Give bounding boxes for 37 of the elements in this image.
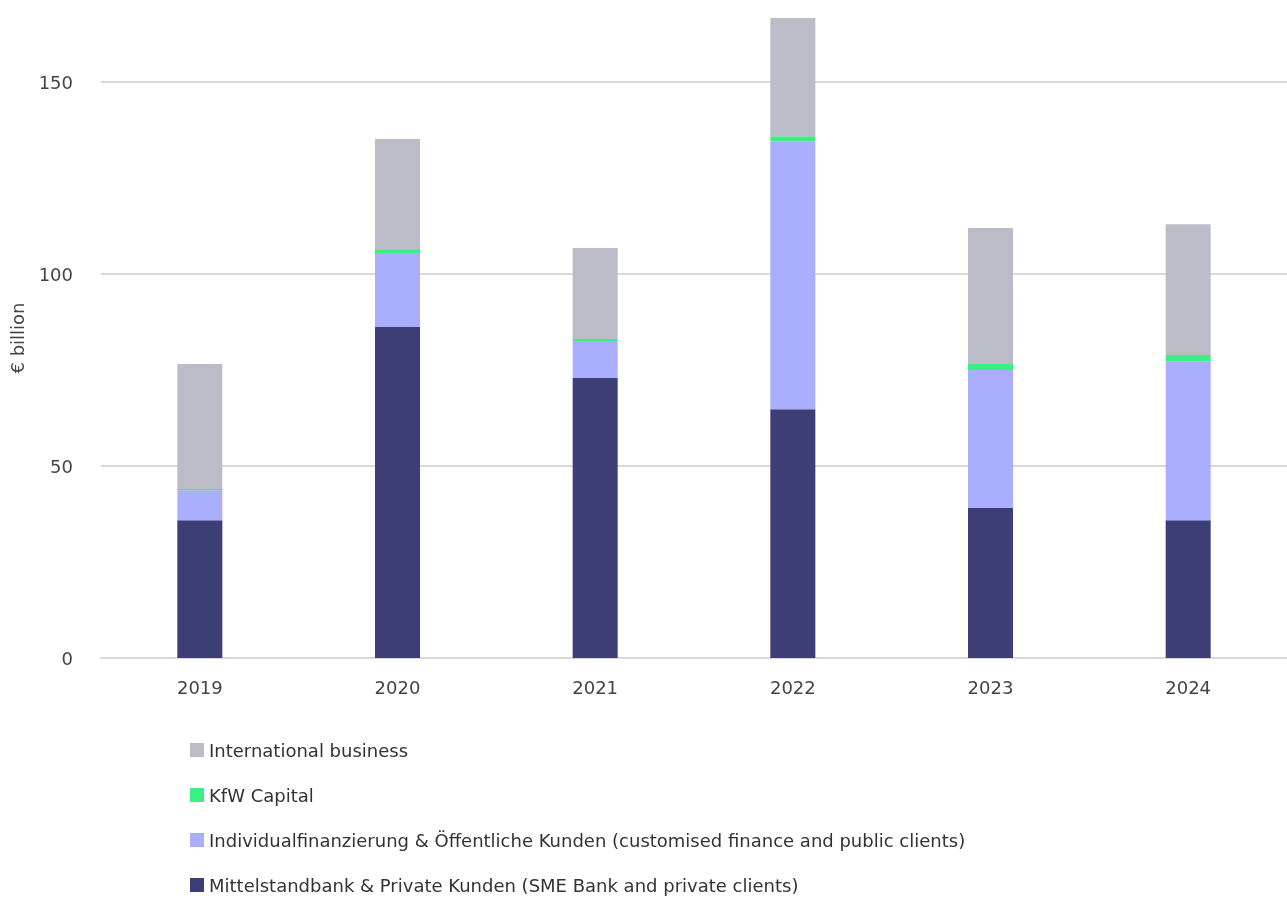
bar [177,520,223,658]
x-tick-label: 2020 [374,676,421,698]
bar [177,363,223,490]
y-tick-label: 100 [38,263,73,285]
bar [1165,361,1211,521]
bar [1165,224,1211,356]
bar [770,136,816,142]
legend-label: Individualfinanzierung & Öffentliche Kunden (customised finance and public clients) [209,829,966,851]
y-tick-label: 150 [38,71,73,93]
x-tick-label: 2023 [967,676,1014,698]
bar [572,378,618,658]
y-axis-title: € billion [6,302,28,374]
y-tick-label: 0 [61,647,73,669]
bar [1165,355,1211,362]
y-tick-label: 50 [50,455,73,477]
x-tick-label: 2021 [572,676,619,698]
x-tick-label: 2019 [176,676,223,698]
bar [375,138,420,250]
bar [770,141,816,410]
bar [177,490,223,521]
legend-label: Mittelstandbank & Private Kunden (SME Bank and private clients) [209,874,799,896]
x-tick-label: 2022 [769,676,816,698]
x-tick-label: 2024 [1165,676,1212,698]
bar [572,340,618,379]
bar [375,249,420,253]
legend-label: KfW Capital [209,784,314,806]
bar [968,507,1013,658]
bar [968,370,1013,508]
bar [572,247,618,339]
bar [375,252,420,328]
bar [968,228,1013,364]
legend-label: International business [209,739,409,761]
bar [968,363,1013,371]
bar [1165,520,1211,658]
bar [770,18,816,137]
bar [770,409,816,658]
bar [375,327,420,658]
